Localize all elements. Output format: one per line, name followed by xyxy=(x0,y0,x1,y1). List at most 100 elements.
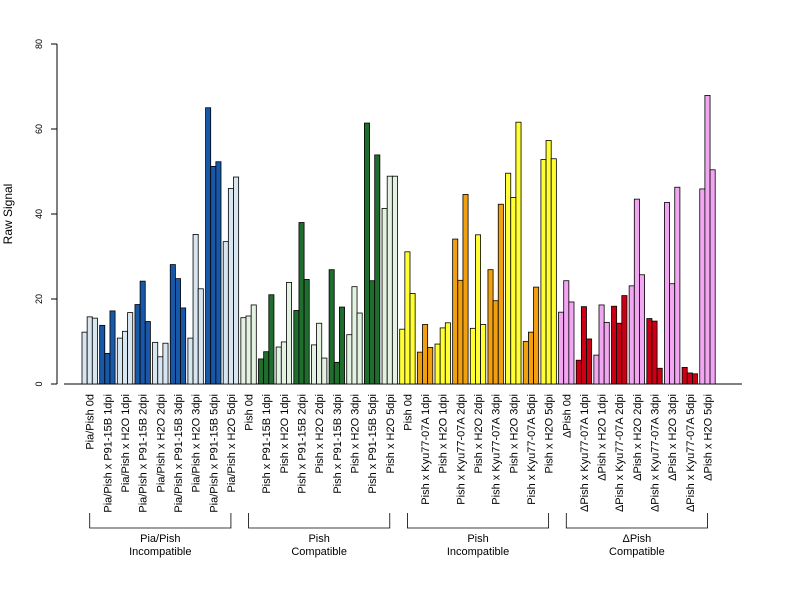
bar xyxy=(122,330,128,385)
bar xyxy=(222,241,229,385)
bar xyxy=(109,310,116,385)
bar xyxy=(692,373,698,385)
category-labels: Pia/Pish 0d Pia/Pish x P91-15B 1dpi Pia/Pi… xyxy=(85,394,715,513)
bars xyxy=(81,95,716,385)
bar xyxy=(427,347,434,385)
bar xyxy=(497,203,504,385)
bar xyxy=(298,222,305,385)
category-label: Pish x H2O 1dpi xyxy=(279,394,291,473)
category-label: Pish x P91-15B 1dpi xyxy=(261,394,273,494)
bar xyxy=(205,107,212,385)
group-brackets: Pia/PishIncompatiblePishCompatiblePishIn… xyxy=(89,513,708,558)
bar xyxy=(568,301,575,385)
bar xyxy=(104,352,111,385)
bar xyxy=(457,279,464,385)
bar xyxy=(646,318,653,385)
bar xyxy=(116,337,123,385)
y-tick-label: 80 xyxy=(34,39,44,49)
bar xyxy=(134,304,141,385)
category-label: Pia/Pish x H2O 3dpi xyxy=(191,394,203,492)
bar xyxy=(258,358,265,385)
bar xyxy=(333,361,340,385)
bar xyxy=(351,286,358,385)
category-label: Pia/Pish 0d xyxy=(85,394,97,450)
bar xyxy=(522,341,529,385)
bar xyxy=(399,328,406,385)
bar xyxy=(311,344,318,385)
bar xyxy=(664,202,671,385)
bar xyxy=(280,341,287,385)
bar xyxy=(346,334,353,385)
category-label: ΔPish 0d xyxy=(561,394,573,438)
bar xyxy=(81,331,88,385)
bar xyxy=(434,343,441,385)
category-label: ΔPish x H2O 1dpi xyxy=(597,394,609,481)
group-label: Pish xyxy=(308,533,329,545)
bar xyxy=(275,346,282,385)
bar xyxy=(621,295,628,385)
bar xyxy=(598,304,605,385)
group-bracket xyxy=(565,513,708,529)
group-sublabel: Incompatible xyxy=(129,546,191,558)
group-bracket xyxy=(248,513,391,529)
bar xyxy=(245,315,252,385)
category-label: Pish x H2O 2dpi xyxy=(473,394,485,473)
bar xyxy=(505,172,512,385)
group-bracket xyxy=(89,513,232,529)
group-sublabel: Incompatible xyxy=(447,546,509,558)
category-label: Pish x H2O 5dpi xyxy=(385,394,397,473)
bar xyxy=(611,305,618,385)
bar xyxy=(162,342,169,385)
bar xyxy=(593,354,600,385)
bar xyxy=(240,317,247,385)
bar xyxy=(187,337,194,385)
bar xyxy=(540,159,547,385)
category-label: Pish x H2O 1dpi xyxy=(438,394,450,473)
bar xyxy=(286,282,293,385)
bar xyxy=(316,322,323,385)
category-label: ΔPish x Kyu77-07A 1dpi xyxy=(579,394,591,512)
category-label: Pia/Pish x P91-15B 1dpi xyxy=(102,394,114,513)
group-label: Pia/Pish xyxy=(140,533,180,545)
bar xyxy=(669,283,676,385)
bar xyxy=(215,161,222,385)
category-label: ΔPish x Kyu77-07A 5dpi xyxy=(685,394,697,512)
bar xyxy=(416,351,423,385)
category-label: ΔPish x H2O 5dpi xyxy=(702,394,714,481)
bar xyxy=(550,158,557,385)
y-axis: 0 20 40 60 80 xyxy=(34,39,58,387)
bar xyxy=(91,317,98,385)
bar xyxy=(99,324,106,385)
category-label: Pish x H2O 2dpi xyxy=(314,394,326,473)
group-bracket xyxy=(407,513,550,529)
bar xyxy=(169,264,176,385)
bar xyxy=(480,324,487,385)
category-label: Pish x Kyu77-07A 3dpi xyxy=(491,394,503,505)
bar xyxy=(487,269,494,385)
bar xyxy=(545,140,552,385)
bar xyxy=(475,234,482,385)
bar xyxy=(233,176,240,385)
bar xyxy=(303,279,310,385)
bar xyxy=(381,208,388,385)
bar xyxy=(462,194,469,385)
group-label: ΔPish xyxy=(623,533,652,545)
bar xyxy=(338,306,345,385)
group-sublabel: Compatible xyxy=(609,546,665,558)
bar xyxy=(157,356,164,385)
bar xyxy=(422,324,429,385)
category-label: Pish x Kyu77-07A 2dpi xyxy=(455,394,467,505)
category-label: Pia/Pish x H2O 1dpi xyxy=(120,394,132,492)
category-label: Pia/Pish x P91-15B 5dpi xyxy=(208,394,220,513)
bar xyxy=(374,154,381,385)
y-tick-label: 0 xyxy=(34,381,44,386)
bar xyxy=(492,300,499,385)
category-label: Pish x Kyu77-07A 1dpi xyxy=(420,394,432,505)
bar xyxy=(192,233,199,385)
category-label: Pish x P91-15B 3dpi xyxy=(332,394,344,494)
bar xyxy=(639,274,646,385)
bar xyxy=(197,288,204,385)
bar xyxy=(580,306,587,385)
category-label: Pish x H2O 5dpi xyxy=(544,394,556,473)
bar xyxy=(321,357,328,385)
